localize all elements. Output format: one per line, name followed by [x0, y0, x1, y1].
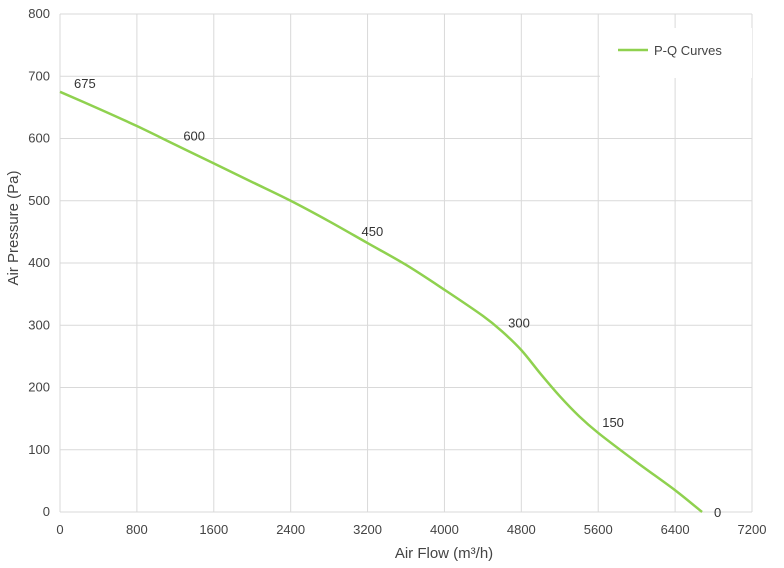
y-tick-label: 300 [28, 317, 50, 332]
x-tick-label: 7200 [738, 522, 767, 537]
x-tick-label: 2400 [276, 522, 305, 537]
data-label: 675 [74, 76, 96, 91]
data-label: 150 [602, 415, 624, 430]
data-label: 300 [508, 315, 530, 330]
legend-label: P-Q Curves [654, 43, 722, 58]
x-tick-label: 4000 [430, 522, 459, 537]
y-tick-label: 700 [28, 68, 50, 83]
x-tick-label: 0 [56, 522, 63, 537]
legend: P-Q Curves [600, 28, 752, 78]
y-tick-label: 200 [28, 380, 50, 395]
y-tick-label: 600 [28, 131, 50, 146]
data-labels: 675 600 450 300 150 0 [74, 76, 721, 520]
y-tick-label: 500 [28, 193, 50, 208]
data-label: 600 [183, 129, 205, 144]
y-tick-label: 800 [28, 6, 50, 21]
grid-lines [59, 13, 753, 513]
y-tick-labels: 0 100 200 300 400 500 600 700 800 [28, 6, 50, 519]
y-tick-label: 400 [28, 255, 50, 270]
x-tick-label: 4800 [507, 522, 536, 537]
x-tick-label: 6400 [661, 522, 690, 537]
x-tick-label: 800 [126, 522, 148, 537]
x-tick-label: 3200 [353, 522, 382, 537]
data-label: 450 [362, 224, 384, 239]
x-tick-label: 1600 [199, 522, 228, 537]
y-tick-label: 100 [28, 442, 50, 457]
data-label: 0 [714, 505, 721, 520]
x-axis-title: Air Flow (m³/h) [395, 545, 493, 562]
series-layer [59, 90, 703, 513]
series-line [59, 90, 703, 513]
legend-background [600, 28, 752, 78]
y-tick-label: 0 [43, 504, 50, 519]
x-tick-label: 5600 [584, 522, 613, 537]
y-axis-title: Air Pressure (Pa) [5, 170, 22, 285]
x-tick-labels: 0 800 1600 2400 3200 4000 4800 5600 6400 7200 [56, 522, 766, 537]
